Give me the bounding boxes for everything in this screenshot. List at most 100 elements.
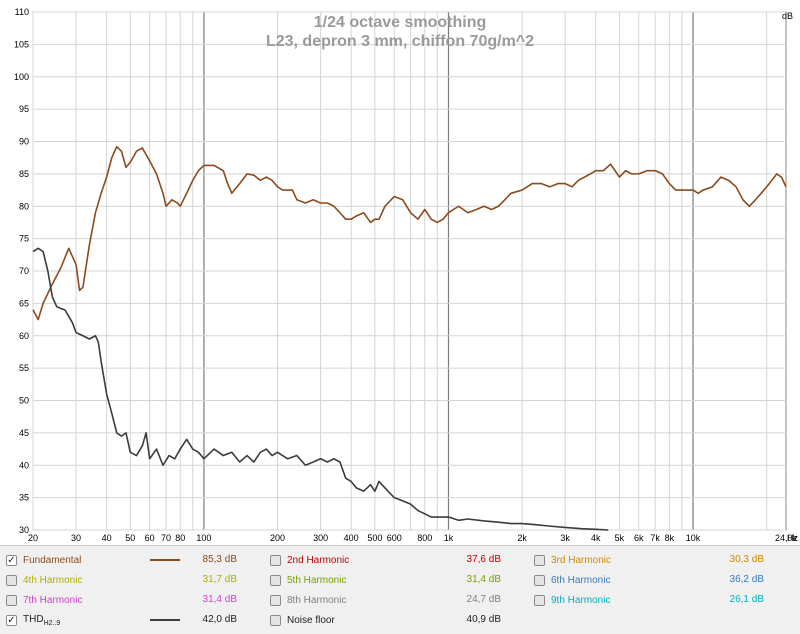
x-tick-label: 200	[270, 533, 285, 543]
x-tick-label: 4k	[591, 533, 601, 543]
y-tick-label: 110	[15, 7, 29, 17]
fundamental-line	[32, 145, 787, 321]
y-tick-label: 65	[19, 298, 29, 308]
x-tick-label: 50	[125, 533, 135, 543]
thd-swatch	[150, 619, 180, 621]
y-axis: 30 35 40 45 50 55 60 65 70 75 80 85 90 95 100 105 110	[14, 7, 29, 535]
x-tick-label: 30	[71, 533, 81, 543]
y-tick-label: 80	[19, 201, 29, 211]
thd-checkbox[interactable]: ✓	[6, 614, 17, 626]
legend-8th-harmonic[interactable]: 8th Harmonic	[270, 590, 346, 610]
4th-harmonic-checkbox[interactable]	[6, 574, 17, 586]
x-tick-label: 5k	[615, 533, 625, 543]
legend-noise-floor[interactable]: Noise floor	[270, 610, 335, 630]
5th-harmonic-checkbox[interactable]	[270, 574, 281, 586]
x-tick-label: 400	[344, 533, 359, 543]
x-tick-label: 6k	[634, 533, 644, 543]
legend-4th-harmonic[interactable]: 4th Harmonic	[6, 570, 82, 590]
x-tick-label: 20	[28, 533, 38, 543]
legend-row-2: 4th Harmonic 31,7 dB 5th Harmonic 31,4 d…	[0, 570, 800, 590]
x-tick-label: 7k	[650, 533, 660, 543]
8th-harmonic-checkbox[interactable]	[270, 594, 281, 606]
7th-harmonic-checkbox[interactable]	[6, 594, 17, 606]
5th-harmonic-value: 31,4 dB	[466, 574, 501, 585]
legend-2nd-harmonic[interactable]: 2nd Harmonic	[270, 550, 349, 570]
x-tick-label: 8k	[665, 533, 675, 543]
y-tick-label: 60	[19, 331, 29, 341]
legend-row-3: 7th Harmonic 31,4 dB 8th Harmonic 24,7 d…	[0, 590, 800, 610]
x-tick-label: 10k	[686, 533, 701, 543]
x-tick-label: 100	[196, 533, 211, 543]
4th-harmonic-value: 31,7 dB	[202, 574, 237, 585]
thd-value: 42,0 dB	[202, 614, 237, 625]
6th-harmonic-label: 6th Harmonic	[551, 574, 611, 586]
chart-subtitle: L23, depron 3 mm, chiffon 70g/m^2	[266, 33, 534, 50]
y-tick-label: 70	[19, 266, 29, 276]
x-tick-label: 2k	[517, 533, 527, 543]
3rd-harmonic-checkbox[interactable]	[534, 554, 545, 566]
x-axis: 20 30 40 50 60 70 80 100 200 300 400 500 600 800 1k 2k 3…	[28, 533, 798, 543]
fundamental-checkbox[interactable]: ✓	[6, 554, 17, 566]
legend-fundamental[interactable]: ✓ Fundamental	[6, 550, 81, 570]
y-tick-label: 40	[19, 460, 29, 470]
fundamental-swatch	[150, 559, 180, 561]
x-tick-label: 800	[417, 533, 432, 543]
legend-9th-harmonic[interactable]: 9th Harmonic	[534, 590, 610, 610]
9th-harmonic-checkbox[interactable]	[534, 594, 545, 606]
x-tick-label: 60	[145, 533, 155, 543]
x-tick-label: 300	[313, 533, 328, 543]
2nd-harmonic-value: 37,6 dB	[466, 554, 501, 565]
legend-row-4: ✓ THDH2..9 42,0 dB Noise floor 40,9 dB	[0, 610, 800, 630]
9th-harmonic-label: 9th Harmonic	[551, 594, 611, 606]
6th-harmonic-checkbox[interactable]	[534, 574, 545, 586]
9th-harmonic-value: 26,1 dB	[729, 594, 764, 605]
2nd-harmonic-checkbox[interactable]	[270, 554, 281, 566]
y-tick-label: 90	[19, 137, 29, 147]
x-tick-label: 1k	[444, 533, 454, 543]
7th-harmonic-label: 7th Harmonic	[23, 594, 83, 606]
legend-6th-harmonic[interactable]: 6th Harmonic	[534, 570, 610, 590]
fundamental-label: Fundamental	[23, 554, 82, 566]
y-tick-label: 105	[14, 39, 29, 49]
y-tick-label: 75	[19, 234, 29, 244]
y-tick-label: 30	[19, 525, 29, 535]
thd-label: THDH2..9	[23, 614, 60, 627]
frequency-response-chart: 30 35 40 45 50 55 60 65 70 75 80 85 90 95 100 105 110 20…	[14, 7, 799, 543]
x-tick-label: 40	[102, 533, 112, 543]
chart-title: 1/24 octave smoothing	[314, 14, 487, 31]
legend-3rd-harmonic[interactable]: 3rd Harmonic	[534, 550, 611, 570]
3rd-harmonic-label: 3rd Harmonic	[551, 554, 612, 566]
y-tick-label: 35	[19, 493, 29, 503]
x-tick-label: 70	[161, 533, 171, 543]
thd-label-main: THD	[23, 613, 44, 625]
legend-thd[interactable]: ✓ THDH2..9	[6, 610, 60, 630]
noise-floor-value: 40,9 dB	[466, 614, 501, 625]
x-tick-label: 600	[387, 533, 402, 543]
3rd-harmonic-value: 30,3 dB	[729, 554, 764, 565]
series-group	[32, 145, 787, 531]
8th-harmonic-label: 8th Harmonic	[287, 594, 347, 606]
grid	[32, 11, 786, 531]
y-tick-label: 50	[19, 396, 29, 406]
2nd-harmonic-label: 2nd Harmonic	[287, 554, 350, 566]
noise-floor-checkbox[interactable]	[270, 614, 281, 626]
x-tick-label: 24,0k	[775, 533, 798, 543]
y-tick-label: 85	[19, 169, 29, 179]
legend-row-1: ✓ Fundamental 85,3 dB 2nd Harmonic 37,6 …	[0, 550, 800, 570]
y-tick-label: 55	[19, 363, 29, 373]
legend-5th-harmonic[interactable]: 5th Harmonic	[270, 570, 346, 590]
x-tick-label: 500	[367, 533, 382, 543]
6th-harmonic-value: 36,2 dB	[729, 574, 764, 585]
legend-7th-harmonic[interactable]: 7th Harmonic	[6, 590, 82, 610]
4th-harmonic-label: 4th Harmonic	[23, 574, 83, 586]
x-unit-label: Hz	[787, 533, 798, 543]
x-tick-label: 80	[175, 533, 185, 543]
y-tick-label: 100	[14, 72, 29, 82]
legend-panel: ✓ Fundamental 85,3 dB 2nd Harmonic 37,6 …	[0, 545, 800, 634]
thd-label-sub: H2..9	[43, 619, 61, 627]
noise-floor-label: Noise floor	[287, 614, 335, 626]
y-unit-label: dB	[782, 11, 793, 21]
fundamental-value: 85,3 dB	[202, 554, 237, 565]
7th-harmonic-value: 31,4 dB	[202, 594, 237, 605]
x-tick-label: 3k	[560, 533, 570, 543]
